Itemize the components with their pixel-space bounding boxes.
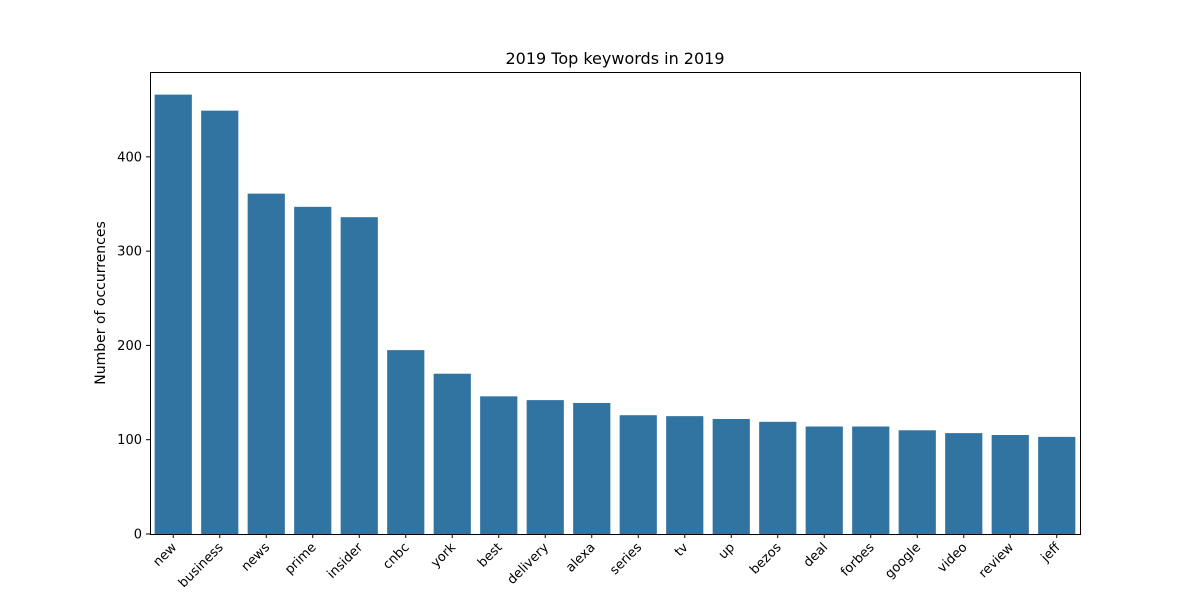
bar-new [154,94,192,534]
x-tick-label: best [475,540,505,570]
y-axis-ticks: 0 100 200 300 400 [117,150,150,543]
x-tick-label: up [716,540,738,562]
y-tick-label: 200 [117,339,142,354]
plot-frame [150,72,1081,535]
y-tick-label: 0 [134,528,142,543]
bar-best [480,396,518,534]
x-tick-label: cnbc [380,540,412,572]
bar-review [991,435,1029,534]
bar-york [433,373,471,534]
x-tick-label: news [239,540,274,575]
bar-series [619,415,657,534]
bars-group [154,94,1076,535]
bar-video [945,433,983,534]
bar-business [201,110,239,535]
x-tick-label: delivery [505,540,553,588]
y-tick-label: 400 [117,150,142,165]
x-tick-label: york [428,540,459,571]
chart-title: 2019 Top keywords in 2019 [505,49,724,68]
x-tick-label: prime [282,540,319,577]
bar-news [247,193,285,534]
x-tick-label: bezos [747,540,784,577]
x-tick-label: video [935,540,971,576]
x-tick-label: series [607,540,645,578]
x-tick-label: tv [672,540,692,560]
bar-deal [805,426,843,534]
x-tick-label: insider [324,540,366,582]
bar-up [712,418,750,534]
bar-google [898,430,936,534]
y-tick-label: 300 [117,245,142,260]
x-tick-label: business [176,540,227,591]
x-tick-label: deal [801,540,831,570]
x-tick-label: alexa [563,540,598,575]
bar-bezos [759,421,797,534]
x-tick-label: new [150,540,180,570]
bar-forbes [852,426,890,534]
bar-insider [340,217,378,534]
y-axis-label: Number of occurrences [93,221,109,385]
x-tick-label: jeff [1038,539,1065,566]
bar-prime [294,206,332,535]
bar-delivery [526,400,564,534]
bar-alexa [573,402,611,534]
x-tick-label: review [976,540,1017,581]
bar-cnbc [387,350,425,534]
x-tick-label: google [882,540,924,582]
bar-jeff [1038,436,1076,534]
y-tick-label: 100 [117,433,142,448]
x-tick-label: forbes [838,540,878,580]
bar-tv [666,416,704,534]
